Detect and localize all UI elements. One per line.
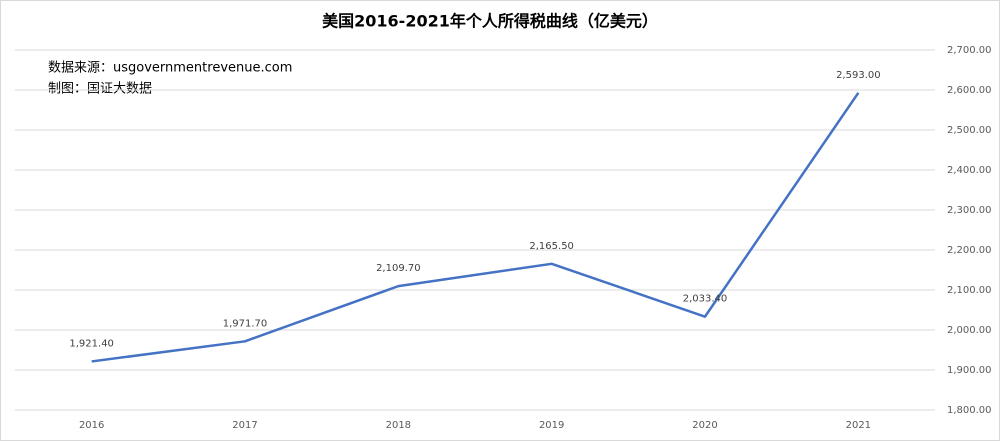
x-tick-label: 2020 [692,420,717,431]
y-tick-label: 2,200.00 [947,245,992,256]
data-label: 1,921.40 [69,338,114,349]
data-label: 2,593.00 [836,70,881,81]
y-tick-label: 2,500.00 [947,125,992,136]
x-tick-label: 2017 [232,420,257,431]
y-tick-label: 1,800.00 [947,405,992,416]
x-tick-label: 2021 [846,420,871,431]
data-label: 2,109.70 [376,263,421,274]
chart-title: 美国2016-2021年个人所得税曲线（亿美元） [322,12,658,31]
x-tick-label: 2018 [386,420,411,431]
data-label: 2,033.40 [683,294,728,305]
x-tick-label: 2016 [79,420,104,431]
annotation: 数据来源：usgovernmentrevenue.com [48,61,292,76]
y-tick-label: 2,700.00 [947,45,992,56]
x-tick-label: 2019 [539,420,564,431]
y-tick-label: 2,600.00 [947,85,992,96]
data-label: 2,165.50 [529,241,574,252]
y-tick-label: 2,400.00 [947,165,992,176]
annotation: 制图：国证大数据 [48,82,152,97]
y-tick-label: 1,900.00 [947,365,992,376]
y-tick-label: 2,100.00 [947,285,992,296]
y-tick-label: 2,000.00 [947,325,992,336]
data-line [91,92,860,363]
data-label: 1,971.70 [223,318,268,329]
y-tick-label: 2,300.00 [947,205,992,216]
